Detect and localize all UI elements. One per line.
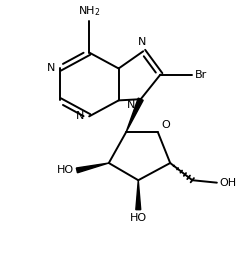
Text: N: N xyxy=(127,100,135,110)
Text: OH: OH xyxy=(220,178,237,188)
Text: HO: HO xyxy=(130,212,147,223)
Text: O: O xyxy=(162,120,170,130)
Text: N: N xyxy=(138,37,146,47)
Text: NH$_2$: NH$_2$ xyxy=(78,4,101,18)
Text: Br: Br xyxy=(195,70,207,80)
Polygon shape xyxy=(126,98,143,132)
Text: N: N xyxy=(47,63,55,73)
Polygon shape xyxy=(136,180,141,210)
Text: HO: HO xyxy=(57,166,74,176)
Text: N: N xyxy=(76,111,85,121)
Polygon shape xyxy=(76,163,109,173)
